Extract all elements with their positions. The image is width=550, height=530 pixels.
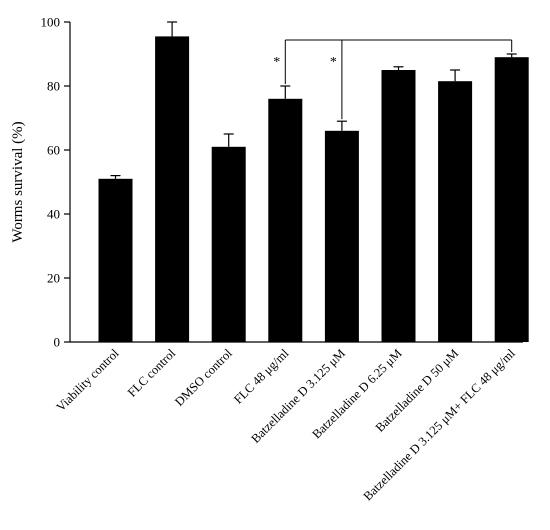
x-tick-label: Batzelladine D 3.125 μM [248,346,348,446]
significance-asterisk: * [330,55,337,70]
bar [438,81,473,342]
bar [211,146,246,342]
bar [494,57,529,342]
y-axis-title: Worms survival (%) [10,121,26,242]
x-tick-label: DMSO control [172,346,235,409]
bar [324,130,359,342]
y-tick-label: 40 [47,207,60,222]
significance-brackets: * * [273,39,513,120]
y-ticks: 0 20 40 60 80 100 [41,15,70,350]
y-tick-label: 80 [47,79,60,94]
bar [98,178,133,342]
x-tick-label: FLC control [125,346,179,400]
x-tick-label: FLC 48 μg/ml [231,346,292,407]
y-tick-label: 20 [47,271,60,286]
y-tick-label: 0 [54,335,61,350]
y-tick-label: 60 [47,143,60,158]
bar [268,98,303,342]
error-bars [110,21,517,179]
significance-asterisk: * [273,55,280,70]
bar [155,36,190,343]
x-tick-label: Viability control [54,346,122,414]
y-tick-label: 100 [41,15,61,30]
bars [98,36,529,343]
bar [381,70,416,342]
